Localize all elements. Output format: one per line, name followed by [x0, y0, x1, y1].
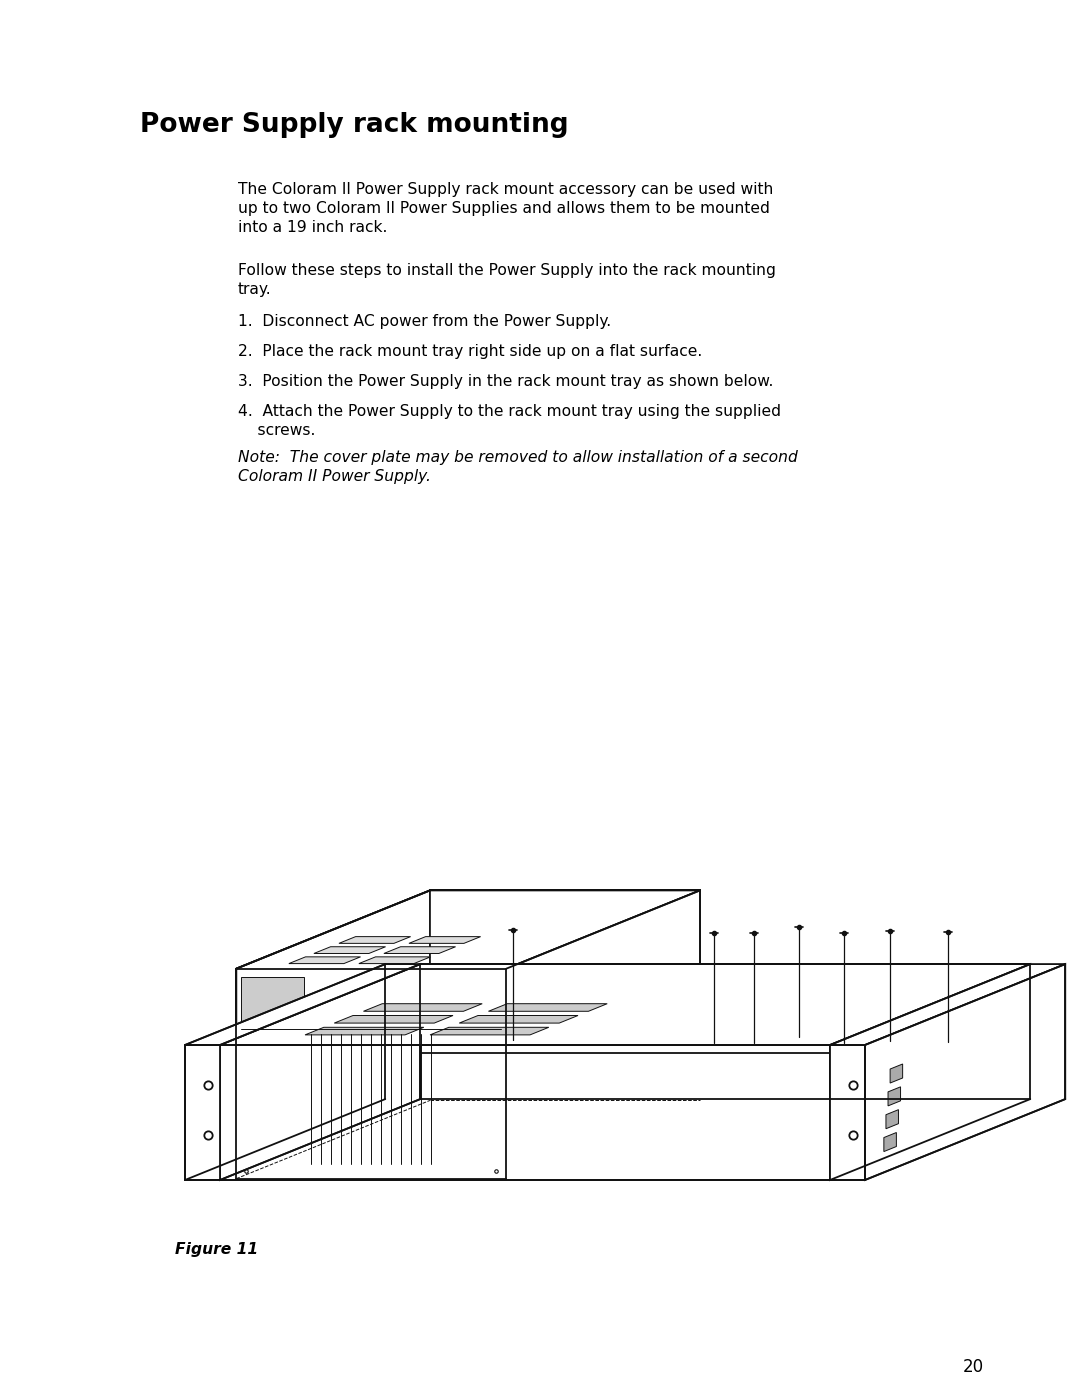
Polygon shape [241, 977, 305, 1024]
Text: into a 19 inch rack.: into a 19 inch rack. [238, 219, 388, 235]
Polygon shape [409, 936, 481, 943]
Polygon shape [522, 1044, 825, 1179]
Text: 2.  Place the rack mount tray right side up on a flat surface.: 2. Place the rack mount tray right side … [238, 344, 702, 359]
Polygon shape [420, 964, 1030, 972]
Polygon shape [185, 1045, 220, 1180]
Polygon shape [237, 890, 700, 968]
Polygon shape [831, 964, 1065, 1045]
Text: 4.  Attach the Power Supply to the rack mount tray using the supplied: 4. Attach the Power Supply to the rack m… [238, 404, 781, 419]
Polygon shape [288, 957, 361, 964]
Text: tray.: tray. [238, 282, 272, 298]
Polygon shape [888, 1087, 901, 1106]
Polygon shape [220, 964, 420, 1180]
Polygon shape [237, 968, 507, 1179]
Polygon shape [430, 1027, 549, 1035]
Polygon shape [488, 1003, 607, 1011]
Polygon shape [865, 964, 1065, 1180]
Text: screws.: screws. [238, 423, 315, 439]
Polygon shape [886, 1109, 899, 1129]
Polygon shape [522, 965, 715, 1179]
Polygon shape [831, 1045, 865, 1180]
Polygon shape [890, 1065, 903, 1083]
Polygon shape [220, 1045, 831, 1180]
Text: Note:  The cover plate may be removed to allow installation of a second: Note: The cover plate may be removed to … [238, 450, 798, 465]
Text: Figure 11: Figure 11 [175, 1242, 258, 1257]
Polygon shape [507, 890, 700, 1179]
Text: 20: 20 [963, 1358, 984, 1376]
Polygon shape [383, 947, 456, 954]
Polygon shape [314, 947, 386, 954]
Text: 3.  Position the Power Supply in the rack mount tray as shown below.: 3. Position the Power Supply in the rack… [238, 374, 773, 388]
Polygon shape [231, 1101, 1018, 1179]
Polygon shape [364, 1003, 483, 1011]
Polygon shape [359, 957, 431, 964]
Polygon shape [831, 964, 1030, 1180]
Polygon shape [305, 1027, 423, 1035]
Polygon shape [220, 964, 1030, 1045]
Polygon shape [459, 1016, 578, 1023]
Polygon shape [334, 1016, 453, 1023]
Polygon shape [339, 936, 410, 943]
Polygon shape [430, 890, 700, 1101]
Text: up to two Coloram II Power Supplies and allows them to be mounted: up to two Coloram II Power Supplies and … [238, 201, 770, 217]
Text: 1.  Disconnect AC power from the Power Supply.: 1. Disconnect AC power from the Power Su… [238, 314, 611, 330]
Polygon shape [237, 890, 430, 1179]
Polygon shape [234, 1038, 254, 1109]
Text: The Coloram II Power Supply rack mount accessory can be used with: The Coloram II Power Supply rack mount a… [238, 182, 773, 197]
Text: Power Supply rack mounting: Power Supply rack mounting [140, 112, 569, 138]
Text: Follow these steps to install the Power Supply into the rack mounting: Follow these steps to install the Power … [238, 263, 775, 278]
Polygon shape [185, 964, 420, 1045]
Polygon shape [220, 1045, 831, 1053]
Polygon shape [883, 1133, 896, 1151]
Text: Coloram II Power Supply.: Coloram II Power Supply. [238, 469, 431, 483]
Polygon shape [522, 965, 1018, 1044]
